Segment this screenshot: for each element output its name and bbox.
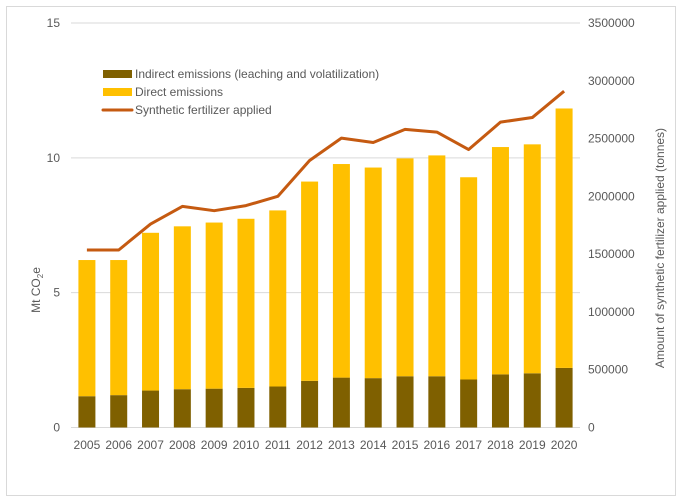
y2-tick-label: 2500000 bbox=[588, 132, 635, 146]
y-tick-label: 5 bbox=[53, 286, 60, 300]
x-tick-label: 2020 bbox=[551, 438, 578, 452]
x-tick-label: 2019 bbox=[519, 438, 546, 452]
bar-indirect-2014 bbox=[364, 378, 382, 428]
y2-tick-label: 3500000 bbox=[588, 16, 635, 30]
y-axis-title-end: e bbox=[29, 267, 43, 274]
bar-direct-2012 bbox=[301, 181, 319, 381]
bar-indirect-2017 bbox=[460, 379, 478, 428]
bar-direct-2020 bbox=[555, 108, 573, 368]
bar-direct-2007 bbox=[142, 232, 160, 391]
x-tick-label: 2005 bbox=[74, 438, 101, 452]
bar-direct-2017 bbox=[460, 177, 478, 380]
y-axis-title-main: Mt CO bbox=[29, 278, 43, 313]
bar-direct-2009 bbox=[205, 222, 223, 389]
x-tick-label: 2012 bbox=[296, 438, 323, 452]
y-axis-title: Mt CO2e bbox=[29, 267, 45, 313]
x-tick-label: 2007 bbox=[137, 438, 164, 452]
legend-label-direct: Direct emissions bbox=[135, 85, 223, 99]
bar-direct-2014 bbox=[364, 167, 382, 379]
line-synthetic-fertilizer bbox=[86, 90, 566, 252]
y2-tick-label: 1000000 bbox=[588, 305, 635, 319]
bar-direct-2018 bbox=[491, 147, 509, 375]
bar-direct-2005 bbox=[78, 260, 96, 397]
bar-indirect-2010 bbox=[237, 387, 255, 428]
bar-indirect-2006 bbox=[110, 395, 128, 428]
x-tick-label: 2010 bbox=[233, 438, 260, 452]
bar-indirect-2016 bbox=[428, 376, 446, 428]
x-tick-label: 2018 bbox=[487, 438, 514, 452]
legend-swatch-direct bbox=[103, 88, 132, 96]
bar-indirect-2009 bbox=[205, 388, 223, 428]
x-tick-label: 2014 bbox=[360, 438, 387, 452]
bar-indirect-2018 bbox=[491, 374, 509, 428]
bar-indirect-2008 bbox=[173, 389, 191, 428]
x-tick-label: 2017 bbox=[455, 438, 482, 452]
y-axis-title-sub: 2 bbox=[36, 273, 45, 278]
y-tick-label: 10 bbox=[47, 151, 61, 165]
bar-indirect-2012 bbox=[301, 380, 319, 428]
y-tick-label: 0 bbox=[53, 421, 60, 435]
y2-tick-label: 500000 bbox=[588, 363, 628, 377]
bar-indirect-2013 bbox=[332, 377, 350, 428]
bar-indirect-2020 bbox=[555, 367, 573, 428]
bar-indirect-2007 bbox=[142, 390, 160, 428]
y2-tick-label: 1500000 bbox=[588, 247, 635, 261]
bar-direct-2016 bbox=[428, 155, 446, 377]
y-tick-label: 15 bbox=[47, 16, 61, 30]
bar-direct-2006 bbox=[110, 260, 128, 396]
y2-axis-title: Amount of synthetic fertilizer applied (… bbox=[653, 128, 667, 368]
legend-label-indirect: Indirect emissions (leaching and volatil… bbox=[135, 67, 379, 81]
x-tick-label: 2013 bbox=[328, 438, 355, 452]
bar-direct-2010 bbox=[237, 218, 255, 388]
x-tick-label: 2006 bbox=[105, 438, 132, 452]
bar-indirect-2019 bbox=[523, 373, 541, 428]
legend-swatch-indirect bbox=[103, 70, 132, 78]
bar-direct-2008 bbox=[173, 226, 191, 390]
bar-indirect-2015 bbox=[396, 376, 414, 428]
x-tick-label: 2015 bbox=[392, 438, 419, 452]
y2-tick-label: 0 bbox=[588, 421, 595, 435]
x-tick-label: 2009 bbox=[201, 438, 228, 452]
x-tick-label: 2011 bbox=[265, 438, 291, 452]
bar-direct-2015 bbox=[396, 158, 414, 377]
bar-direct-2011 bbox=[269, 210, 287, 387]
x-tick-label: 2016 bbox=[423, 438, 450, 452]
chart-frame bbox=[6, 6, 676, 496]
x-tick-label: 2008 bbox=[169, 438, 196, 452]
bar-direct-2019 bbox=[523, 144, 541, 374]
bar-direct-2013 bbox=[332, 164, 350, 378]
y2-tick-label: 3000000 bbox=[588, 74, 635, 88]
bar-indirect-2005 bbox=[78, 396, 96, 428]
y2-tick-label: 2000000 bbox=[588, 189, 635, 203]
bar-indirect-2011 bbox=[269, 386, 287, 428]
legend-label-fertilizer: Synthetic fertilizer applied bbox=[135, 103, 272, 117]
